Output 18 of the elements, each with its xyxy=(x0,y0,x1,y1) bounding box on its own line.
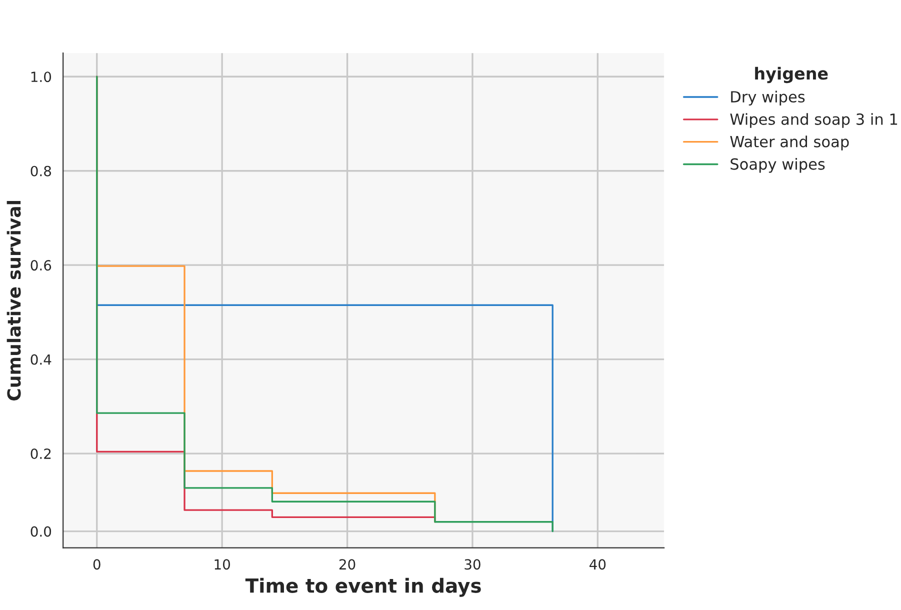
x-tick-label: 20 xyxy=(339,559,356,570)
legend-label: Soapy wipes xyxy=(730,158,825,173)
x-tick-label: 30 xyxy=(464,559,480,570)
y-tick-label: 0.0 xyxy=(30,526,52,537)
legend-label: Water and soap xyxy=(730,136,849,150)
y-tick-label: 0.2 xyxy=(30,448,51,460)
y-tick-label: 0.4 xyxy=(30,354,52,365)
legend-title: hyigene xyxy=(755,66,828,84)
x-tick-label: 0 xyxy=(93,559,100,570)
y-axis-title: Cumulative survival xyxy=(6,201,21,400)
x-axis-title: Time to event in days xyxy=(245,578,481,597)
legend-label: Wipes and soap 3 in 1 xyxy=(730,113,898,128)
y-tick-label: 1.0 xyxy=(31,72,52,82)
y-tick-label: 0.6 xyxy=(30,260,52,271)
x-tick-label: 10 xyxy=(214,559,230,570)
legend-label: Dry wipes xyxy=(731,90,805,106)
y-tick-label: 0.8 xyxy=(30,166,52,176)
x-tick-label: 40 xyxy=(590,559,606,570)
